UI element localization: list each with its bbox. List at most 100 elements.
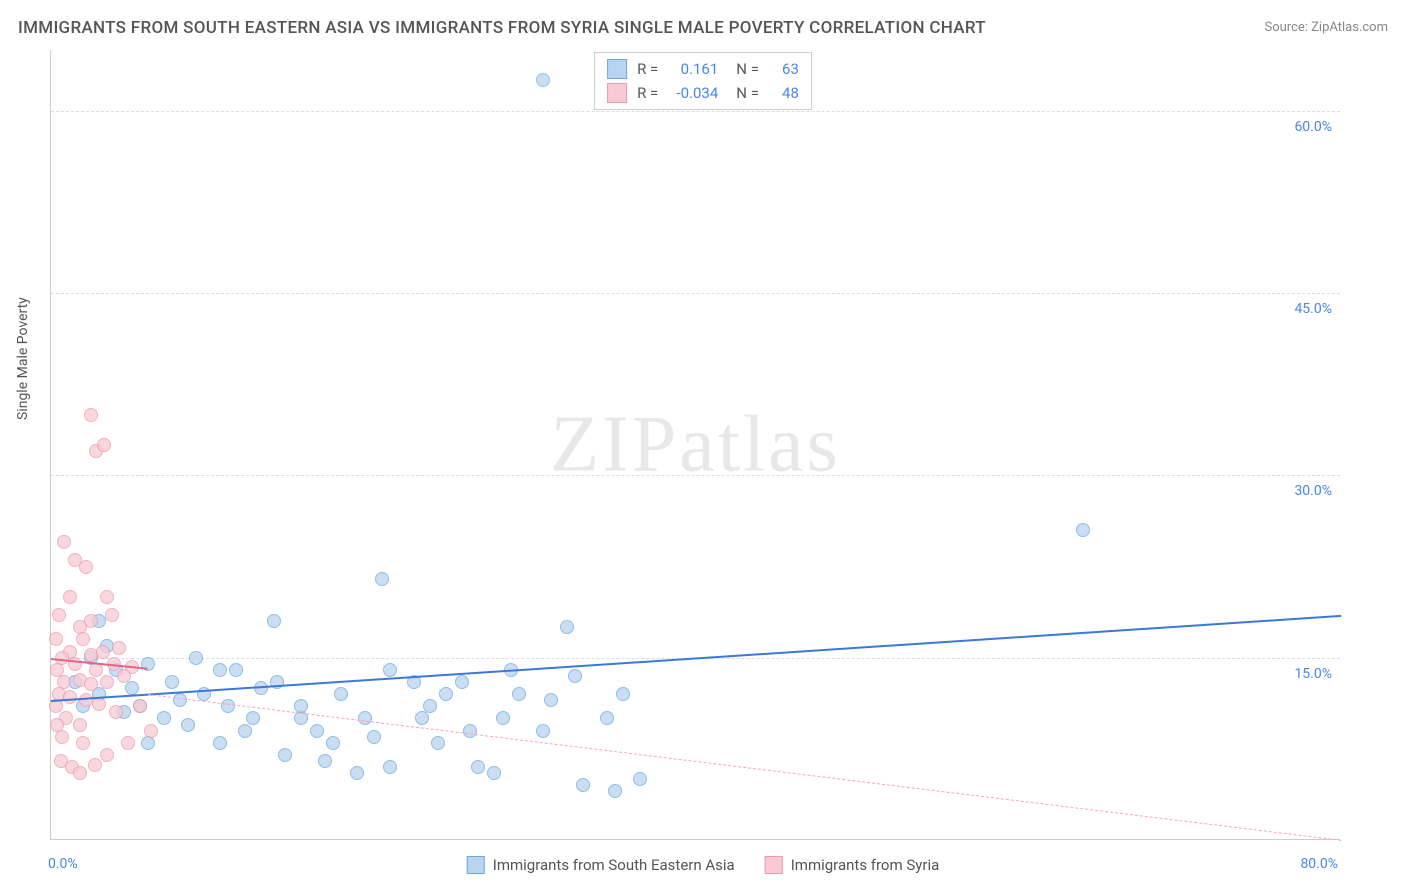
scatter-point (431, 736, 445, 750)
scatter-point (568, 669, 582, 683)
scatter-point (100, 675, 114, 689)
scatter-point (334, 687, 348, 701)
scatter-point (79, 560, 93, 574)
scatter-point (512, 687, 526, 701)
scatter-point (84, 408, 98, 422)
scatter-point (1076, 523, 1090, 537)
y-tick-label: 30.0% (1294, 483, 1332, 499)
n-label: N = (736, 60, 759, 78)
series-legend: Immigrants from South Eastern Asia Immigr… (467, 856, 940, 874)
scatter-point (100, 590, 114, 604)
scatter-point (50, 718, 64, 732)
correlation-legend-row: R = -0.034 N = 48 (607, 81, 799, 105)
scatter-point (544, 693, 558, 707)
scatter-point (88, 758, 102, 772)
scatter-point (267, 614, 281, 628)
r-label: R = (637, 60, 658, 78)
gridline (51, 111, 1340, 112)
scatter-point (415, 711, 429, 725)
scatter-point (278, 748, 292, 762)
scatter-point (423, 699, 437, 713)
scatter-point (576, 778, 590, 792)
legend-item: Immigrants from Syria (765, 856, 940, 874)
plot-area: ZIPatlas 15.0%30.0%45.0%60.0% (50, 50, 1340, 840)
chart-title: IMMIGRANTS FROM SOUTH EASTERN ASIA VS IM… (18, 18, 986, 38)
n-label: N = (736, 84, 759, 102)
scatter-point (536, 724, 550, 738)
scatter-point (496, 711, 510, 725)
scatter-point (358, 711, 372, 725)
r-label: R = (637, 84, 658, 102)
scatter-point (100, 748, 114, 762)
scatter-point (96, 645, 110, 659)
scatter-point (52, 608, 66, 622)
scatter-point (63, 690, 77, 704)
scatter-point (109, 705, 123, 719)
scatter-point (367, 730, 381, 744)
gridline (51, 293, 1340, 294)
scatter-point (63, 590, 77, 604)
scatter-point (487, 766, 501, 780)
scatter-point (117, 669, 131, 683)
r-value: -0.034 (668, 84, 718, 102)
scatter-point (326, 736, 340, 750)
scatter-point (112, 641, 126, 655)
source-attribution: Source: ZipAtlas.com (1264, 20, 1388, 35)
n-value: 48 (769, 84, 799, 102)
correlation-legend-row: R =0.161N =63 (607, 57, 799, 81)
scatter-point (181, 718, 195, 732)
scatter-point (173, 693, 187, 707)
y-axis-label: Single Male Poverty (15, 297, 31, 420)
legend-swatch (765, 856, 783, 874)
legend-swatch (607, 59, 627, 79)
scatter-point (318, 754, 332, 768)
legend-swatch (467, 856, 485, 874)
scatter-point (133, 699, 147, 713)
scatter-point (229, 663, 243, 677)
scatter-point (221, 699, 235, 713)
scatter-point (633, 772, 647, 786)
scatter-point (76, 736, 90, 750)
y-tick-label: 15.0% (1294, 666, 1332, 682)
scatter-point (73, 766, 87, 780)
scatter-point (600, 711, 614, 725)
scatter-point (68, 657, 82, 671)
x-tick-max: 80.0% (1300, 856, 1338, 872)
scatter-point (144, 724, 158, 738)
scatter-point (246, 711, 260, 725)
scatter-point (125, 681, 139, 695)
scatter-point (463, 724, 477, 738)
scatter-point (57, 535, 71, 549)
r-value: 0.161 (668, 60, 718, 78)
x-tick-min: 0.0% (48, 856, 78, 872)
scatter-point (105, 608, 119, 622)
scatter-point (375, 572, 389, 586)
scatter-point (213, 736, 227, 750)
scatter-point (165, 675, 179, 689)
scatter-point (49, 632, 63, 646)
scatter-point (76, 632, 90, 646)
scatter-point (608, 784, 622, 798)
scatter-point (455, 675, 469, 689)
scatter-point (73, 718, 87, 732)
scatter-point (79, 693, 93, 707)
scatter-point (189, 651, 203, 665)
scatter-point (84, 677, 98, 691)
chart-container: IMMIGRANTS FROM SOUTH EASTERN ASIA VS IM… (0, 0, 1406, 892)
correlation-legend: R =0.161N =63R =-0.034N =48 (594, 52, 812, 110)
scatter-point (55, 730, 69, 744)
scatter-point (439, 687, 453, 701)
scatter-point (157, 711, 171, 725)
scatter-point (141, 736, 155, 750)
scatter-point (383, 663, 397, 677)
scatter-point (383, 760, 397, 774)
scatter-point (213, 663, 227, 677)
scatter-point (560, 620, 574, 634)
y-tick-label: 45.0% (1294, 301, 1332, 317)
gridline (51, 475, 1340, 476)
y-tick-label: 60.0% (1294, 119, 1332, 135)
scatter-point (616, 687, 630, 701)
scatter-point (310, 724, 324, 738)
legend-series-name: Immigrants from South Eastern Asia (493, 856, 735, 874)
scatter-point (350, 766, 364, 780)
